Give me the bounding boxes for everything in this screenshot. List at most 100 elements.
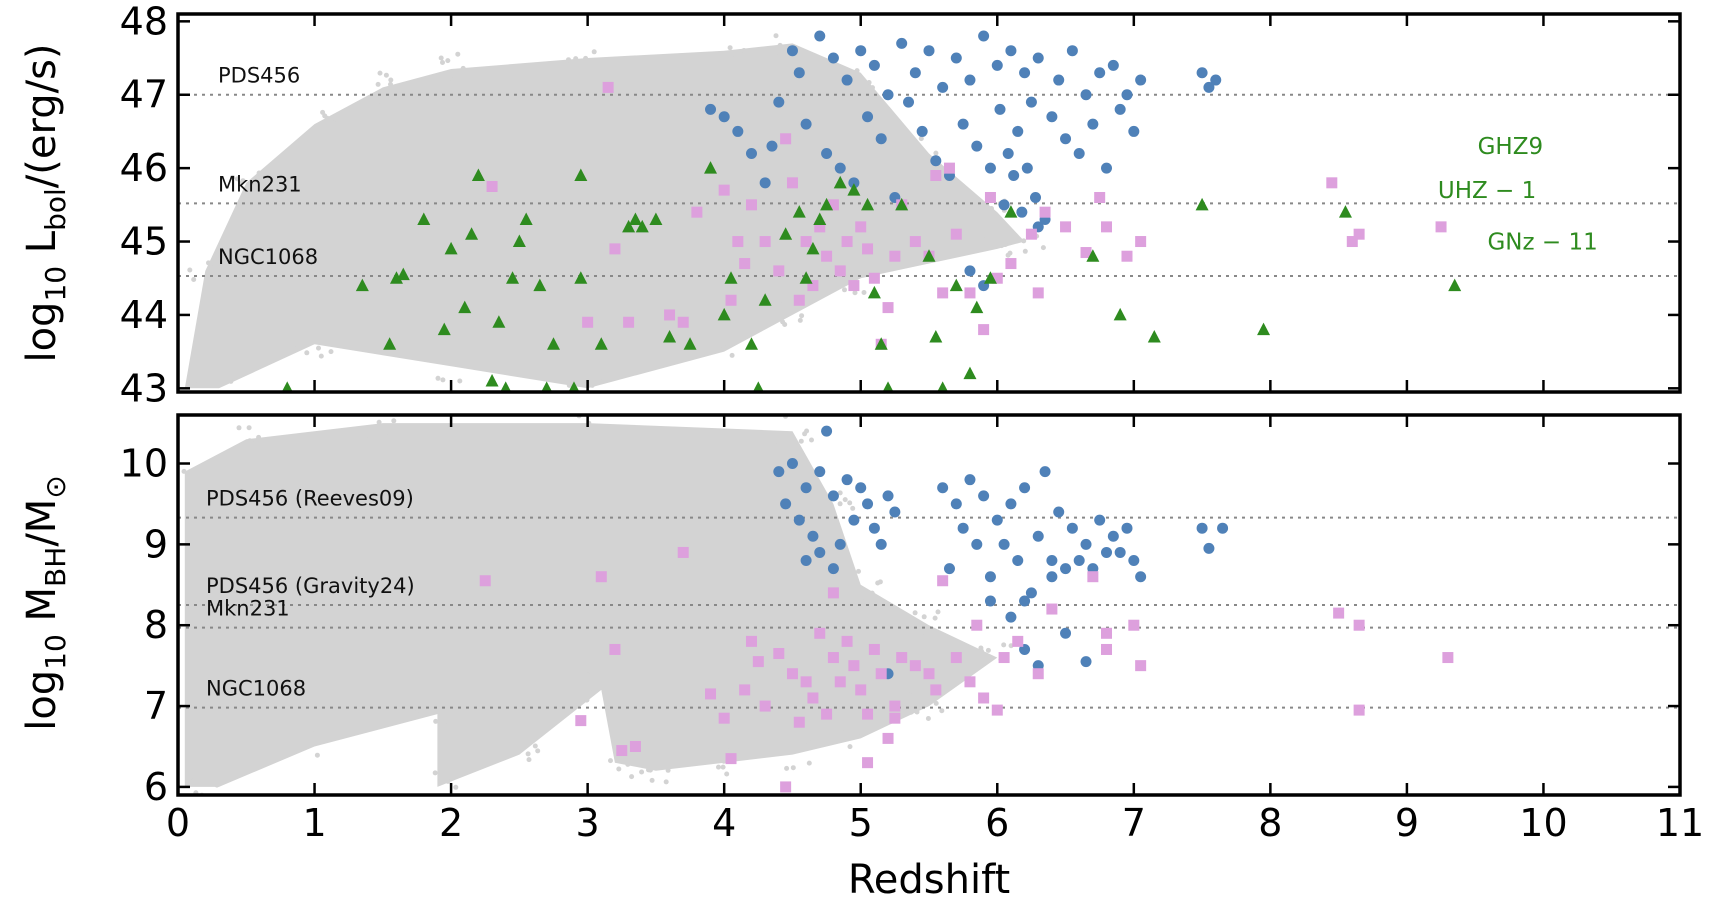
data-point-triangle [1147, 329, 1161, 343]
simulation-dot [459, 362, 465, 368]
simulation-dot [452, 701, 458, 707]
data-point-circle [1060, 133, 1072, 145]
data-point-circle [1094, 67, 1106, 79]
data-point-triangle [281, 381, 293, 392]
data-point-square [793, 294, 805, 306]
data-point-square [875, 668, 887, 680]
simulation-dot [713, 57, 718, 62]
data-point-triangle [574, 271, 588, 284]
simulation-dot [206, 260, 211, 266]
bottom-reference-lines: PDS456 (Reeves09) PDS456 (Gravity24)Mkn23… [178, 487, 1680, 709]
simulation-dot [584, 697, 590, 703]
x-tick-label: 11 [1656, 801, 1704, 845]
data-point-triangle [417, 212, 431, 226]
simulation-dot [733, 53, 739, 59]
reference-line-label: PDS456 (Reeves09) [206, 487, 414, 511]
simulation-dot [460, 65, 466, 71]
data-point-square [780, 133, 792, 145]
simulation-dot [603, 399, 608, 404]
simulation-dot [391, 418, 397, 424]
data-point-circle [793, 67, 805, 79]
simulation-dot [918, 136, 924, 142]
data-point-square [950, 228, 962, 240]
data-point-circle [994, 103, 1006, 115]
simulation-dot [625, 761, 631, 767]
data-point-square [1046, 603, 1058, 615]
data-point-square [677, 316, 689, 328]
simulation-dot [921, 614, 927, 620]
data-point-circle [998, 538, 1010, 550]
simulation-dot [573, 56, 579, 62]
data-point-square [1353, 704, 1365, 716]
simulation-dot [392, 429, 398, 435]
top-reference-lines: PDS456 Mkn231 NGC1068 [178, 64, 1680, 278]
simulation-dot [802, 742, 808, 748]
data-point-circle [807, 530, 819, 542]
simulation-dot [646, 767, 651, 773]
simulation-dot [838, 64, 844, 70]
data-point-circle [971, 140, 983, 152]
bottom-panel-frame [176, 413, 1682, 797]
data-point-circle [841, 74, 853, 86]
simulation-dot [304, 350, 310, 356]
data-point-square [759, 700, 771, 712]
data-point-circle [1032, 530, 1044, 542]
simulation-dot [583, 55, 589, 61]
simulation-dot [772, 743, 778, 749]
simulation-dot [1006, 240, 1012, 246]
simulation-dot [191, 396, 196, 401]
simulation-dot [188, 401, 193, 406]
data-point-circle [1012, 555, 1024, 567]
data-point-square [705, 688, 717, 700]
simulation-dot [320, 109, 326, 115]
simulation-dot [566, 57, 571, 63]
simulation-dot [388, 81, 393, 87]
data-point-triangle [663, 329, 677, 343]
simulation-dot [181, 468, 187, 474]
simulation-dot [663, 779, 669, 785]
simulation-dot [737, 51, 743, 57]
data-point-triangle [1086, 249, 1100, 262]
simulation-dot [415, 708, 421, 713]
simulation-dot [376, 419, 382, 425]
data-point-triangle [806, 241, 820, 255]
data-point-square [937, 575, 949, 587]
simulation-dot [169, 772, 174, 777]
data-point-square [978, 324, 990, 336]
simulation-dot [806, 760, 812, 766]
data-point-circle [786, 458, 798, 470]
simulation-dot [932, 615, 938, 621]
simulation-dot [445, 360, 451, 366]
simulation-dot [719, 347, 724, 353]
data-point-circle [1046, 571, 1058, 583]
data-point-square [479, 575, 491, 587]
simulation-dot [777, 42, 783, 48]
data-point-circle [937, 81, 949, 93]
x-tick-label: 3 [576, 801, 600, 845]
data-point-square [609, 643, 621, 655]
data-point-circle [882, 89, 894, 101]
data-point-square [1101, 221, 1113, 233]
data-point-triangle [383, 337, 397, 350]
data-point-circle [827, 490, 839, 502]
x-tick-label: 8 [1258, 801, 1282, 845]
simulation-dot [782, 322, 788, 327]
simulation-dot [774, 443, 779, 449]
simulation-dot [854, 68, 860, 74]
simulation-dot [375, 81, 381, 87]
data-point-circle [1080, 89, 1092, 101]
simulation-dot [805, 739, 811, 745]
data-point-circle [814, 466, 826, 478]
top-y-axis-ticks: 43 44 45 46 47 48 [120, 0, 1682, 410]
data-point-square [984, 191, 996, 203]
simulation-dot [430, 699, 436, 705]
simulation-dot [721, 758, 727, 764]
simulation-dot [799, 313, 805, 319]
simulation-dot [724, 344, 730, 350]
simulation-dot [585, 672, 591, 678]
data-point-circle [1002, 147, 1014, 159]
simulation-dot [925, 716, 931, 721]
data-point-square [1060, 221, 1072, 233]
data-point-circle [1039, 466, 1051, 478]
simulation-dot [870, 85, 875, 91]
